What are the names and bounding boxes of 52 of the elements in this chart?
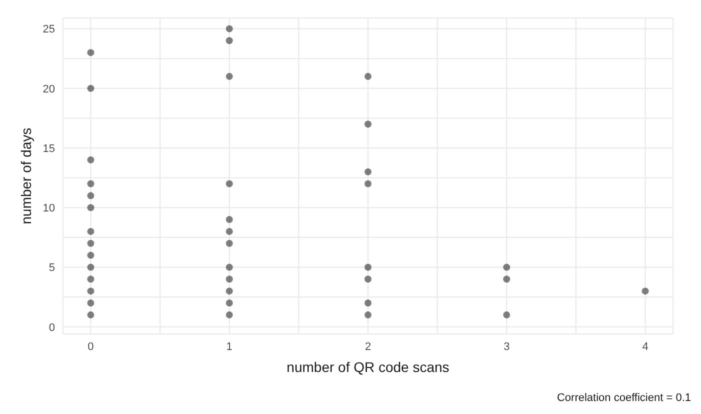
point bbox=[87, 204, 94, 212]
point bbox=[226, 288, 233, 295]
point bbox=[226, 37, 233, 44]
point bbox=[226, 72, 233, 80]
y-tick-label: 5 bbox=[48, 262, 55, 274]
point bbox=[226, 240, 233, 247]
point bbox=[503, 276, 510, 283]
x-tick-label: 1 bbox=[226, 340, 232, 353]
point bbox=[87, 180, 94, 188]
point bbox=[87, 264, 94, 271]
y-tick-label: 0 bbox=[48, 322, 55, 334]
point bbox=[226, 276, 233, 283]
point bbox=[226, 180, 233, 188]
point bbox=[87, 252, 94, 259]
point bbox=[364, 276, 372, 283]
point bbox=[87, 84, 94, 92]
text: Correlation coefficient = 0.1 bbox=[556, 392, 691, 404]
point bbox=[226, 264, 233, 271]
point bbox=[87, 240, 94, 247]
y-tick-label: 20 bbox=[42, 83, 55, 96]
point bbox=[364, 120, 372, 128]
x-axis-title: number of QR code scans bbox=[286, 359, 450, 375]
x-tick-label: 0 bbox=[88, 340, 94, 353]
point bbox=[226, 311, 233, 318]
y-tick-label: 25 bbox=[42, 24, 55, 36]
point bbox=[87, 192, 94, 200]
point bbox=[87, 276, 94, 283]
point bbox=[503, 264, 510, 271]
x-tick-label: 3 bbox=[504, 340, 510, 353]
x-tick-label: 2 bbox=[364, 340, 372, 353]
point bbox=[364, 299, 372, 306]
y-axis-title: number of days bbox=[18, 128, 34, 224]
x-tick-label: 4 bbox=[642, 340, 648, 353]
point bbox=[226, 299, 233, 306]
point bbox=[87, 49, 94, 56]
point bbox=[226, 228, 233, 235]
y-tick-label: 15 bbox=[42, 142, 55, 155]
point bbox=[503, 311, 510, 318]
point bbox=[87, 228, 94, 235]
point bbox=[642, 288, 649, 295]
y-tick-label: 10 bbox=[42, 202, 55, 215]
point bbox=[226, 216, 233, 224]
point bbox=[87, 288, 94, 295]
point bbox=[364, 264, 372, 271]
point bbox=[87, 311, 94, 318]
point bbox=[364, 72, 372, 80]
point bbox=[87, 299, 94, 306]
point bbox=[364, 180, 372, 188]
point bbox=[226, 25, 233, 32]
point bbox=[87, 156, 94, 164]
point bbox=[364, 311, 372, 318]
point bbox=[364, 168, 372, 176]
